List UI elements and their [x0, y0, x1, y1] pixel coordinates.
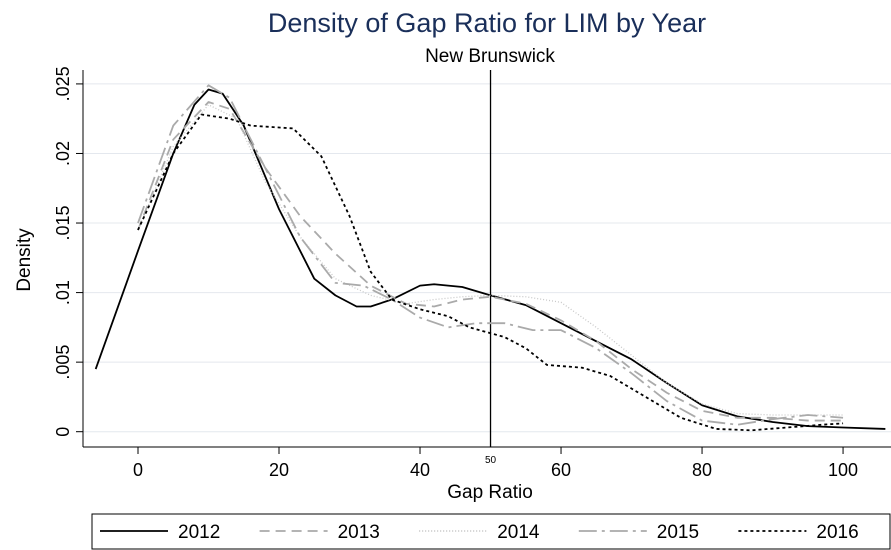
line [94, 88, 886, 430]
legend-label: 2015 [657, 522, 699, 543]
y-tick-label: .01 [53, 280, 73, 305]
legend-label: 2013 [338, 522, 380, 543]
reference-label: 50 [485, 455, 497, 466]
y-tick-label: 0 [53, 427, 73, 437]
x-tick-label: 0 [133, 460, 143, 480]
line [137, 84, 844, 426]
x-tick-label: 60 [551, 460, 571, 480]
chart-title: Density of Gap Ratio for LIM by Year [268, 8, 706, 38]
x-axis-label: Gap Ratio [447, 482, 533, 503]
legend-label: 2012 [178, 522, 220, 543]
line [137, 104, 844, 416]
y-tick-label: .015 [53, 206, 73, 241]
x-tick-label: 20 [269, 460, 289, 480]
y-axis-label: Density [14, 228, 35, 292]
line [137, 101, 844, 422]
y-tick-label: .005 [53, 345, 73, 380]
legend-label: 2014 [497, 522, 540, 543]
y-tick-label: .025 [53, 66, 73, 101]
y-tick-label: .02 [53, 141, 73, 166]
legend-label: 2016 [816, 522, 858, 543]
x-tick-label: 100 [828, 460, 858, 480]
legend-box [91, 513, 891, 550]
x-tick-label: 80 [692, 460, 712, 480]
chart-subtitle: New Brunswick [425, 46, 555, 67]
x-tick-label: 40 [410, 460, 430, 480]
